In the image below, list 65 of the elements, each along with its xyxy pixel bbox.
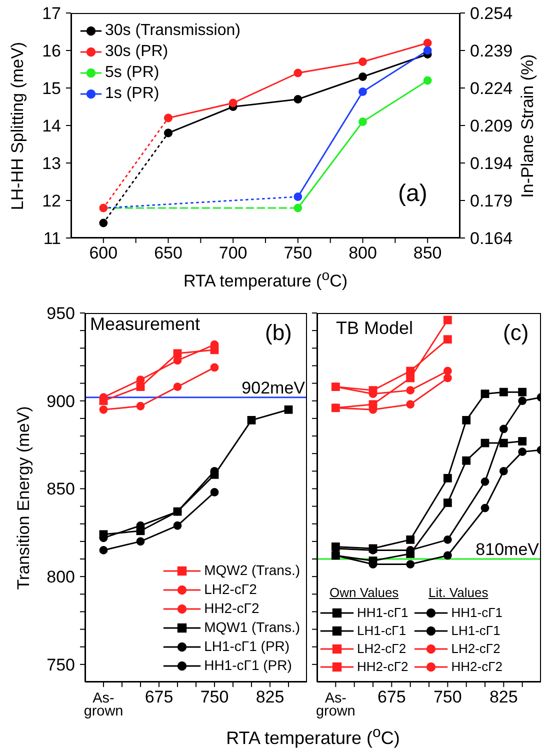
x-tick-label: 600 — [89, 244, 118, 263]
y-tick-label: 800 — [46, 568, 75, 587]
x-tick-label: 800 — [348, 244, 377, 263]
y2-axis-title: In-Plane Strain (%) — [518, 54, 538, 198]
legend-label: 30s (PR) — [105, 42, 168, 62]
legend-label: LH1-cΓ1 — [357, 622, 406, 640]
annotation: Lit. Values — [427, 584, 490, 602]
y-tick-label: 12 — [42, 191, 61, 210]
legend-label: HH1-cΓ1 — [451, 604, 502, 622]
legend-label: HH1-cΓ1 — [357, 604, 408, 622]
legend-label: LH2-cΓ2 — [357, 640, 406, 658]
y-tick-label: 750 — [46, 655, 75, 674]
ref-line-label: 902meV — [242, 378, 306, 398]
ref-line-label: 810meV — [476, 540, 540, 559]
legend-label: 1s (PR) — [105, 84, 160, 104]
y2-tick-label: 0.224 — [470, 78, 513, 98]
y-tick-label: 17 — [42, 4, 61, 23]
x-tick-label: 850 — [413, 244, 442, 263]
annotation: Own Values — [328, 584, 400, 602]
x-tick-label: 750 — [284, 244, 312, 263]
legend-label: HH2-cΓ2 — [451, 658, 502, 676]
x-tick-label: As-grown — [84, 690, 124, 720]
y-tick-label: 850 — [46, 480, 75, 499]
legend-label: LH2-cΓ2 — [204, 580, 257, 599]
legend-label: HH2-cΓ2 — [357, 658, 408, 676]
y-tick-label: 11 — [43, 228, 61, 248]
legend-label: LH1-cΓ1 (PR) — [204, 637, 290, 656]
y-axis-title: Transition Energy (meV) — [14, 406, 34, 590]
x-tick-label: 750 — [200, 688, 229, 707]
x-tick-label: 675 — [144, 688, 174, 707]
annotation: (a) — [398, 180, 428, 208]
y2-tick-label: 0.194 — [470, 154, 513, 173]
y-axis-title: LH-HH Splitting (meV) — [8, 42, 28, 210]
y-tick-label: 13 — [42, 154, 61, 173]
legend-label: MQW2 (Trans.) — [204, 561, 300, 580]
x-tick-label: 750 — [433, 688, 462, 707]
legend-label: MQW1 (Trans.) — [204, 618, 300, 637]
legend-label: LH2-cΓ2 — [451, 640, 500, 658]
y-tick-label: 15 — [42, 78, 61, 98]
x-axis-title: RTA temperature ($^{o}$C) — [182, 268, 349, 292]
x-tick-label: 650 — [154, 244, 182, 263]
x-axis-title: RTA temperature ($^{o}$C) — [225, 724, 401, 749]
y2-tick-label: 0.239 — [470, 41, 513, 60]
y-tick-label: 950 — [46, 304, 75, 323]
y2-tick-label: 0.254 — [470, 4, 513, 23]
legend-label: HH2-cΓ2 — [204, 599, 260, 618]
annotation: Measurement — [90, 314, 200, 335]
legend-label: HH1-cΓ1 (PR) — [204, 656, 292, 675]
y2-tick-label: 0.164 — [470, 228, 513, 248]
annotation: TB Model — [336, 318, 414, 339]
y-tick-label: 16 — [42, 41, 61, 60]
x-tick-label: As-grown — [316, 690, 356, 720]
y-tick-label: 14 — [42, 116, 61, 136]
y2-tick-label: 0.179 — [470, 191, 513, 210]
y-tick-label: 900 — [46, 392, 75, 411]
x-tick-label: 675 — [377, 688, 406, 707]
y2-tick-label: 0.209 — [470, 116, 513, 136]
x-tick-label: 825 — [489, 688, 518, 707]
annotation: (c) — [503, 320, 529, 346]
x-tick-label: 825 — [256, 688, 284, 707]
legend-label: LH1-cΓ1 — [451, 622, 500, 640]
x-tick-label: 700 — [218, 244, 248, 263]
legend-label: 30s (Transmission) — [105, 21, 240, 41]
annotation: (b) — [265, 320, 292, 346]
legend-label: 5s (PR) — [105, 63, 160, 83]
